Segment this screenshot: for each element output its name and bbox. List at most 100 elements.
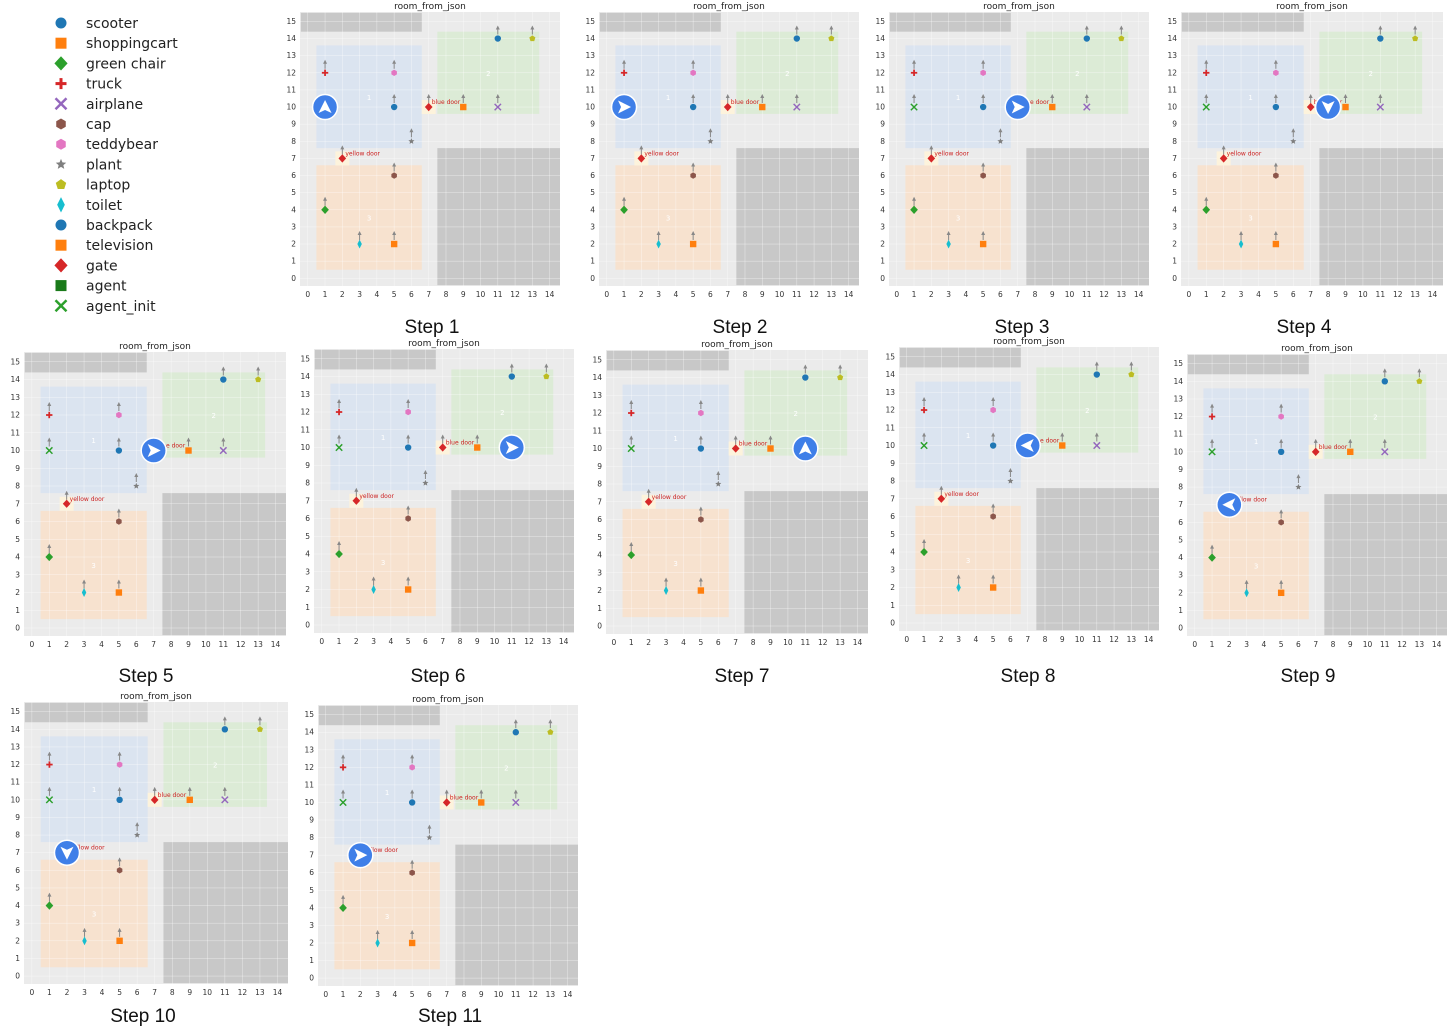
- object-arrow-icon: [64, 490, 69, 500]
- object-arrow-icon: [1094, 432, 1099, 442]
- object-arrow-icon: [1279, 579, 1284, 589]
- agent-direction-icon: [610, 93, 638, 121]
- y-tick-label: 2: [15, 588, 20, 597]
- x-tick-label: 12: [809, 290, 819, 299]
- object-toilet-marker: [1238, 239, 1244, 249]
- x-tick-label: 14: [844, 290, 854, 299]
- room-label: 1: [1248, 94, 1252, 102]
- y-tick-label: 0: [880, 274, 885, 283]
- legend-cap-marker: [56, 118, 66, 130]
- y-tick-label: 10: [585, 103, 595, 112]
- object-arrow-icon: [337, 434, 342, 444]
- object-toilet-marker: [81, 588, 87, 597]
- y-tick-label: 7: [309, 851, 314, 860]
- y-tick-label: 15: [10, 357, 20, 366]
- object-arrow-icon: [1343, 94, 1348, 104]
- object-arrow-icon: [698, 435, 703, 445]
- object-plant-marker: [426, 834, 433, 841]
- x-tick-label: 12: [818, 638, 828, 647]
- object-arrow-icon: [495, 25, 500, 35]
- y-tick-label: 12: [875, 68, 885, 77]
- object-laptop-marker: [529, 35, 536, 42]
- x-tick-label: 3: [946, 290, 951, 299]
- x-tick-label: 7: [440, 637, 445, 646]
- object-shoppingcart-marker: [979, 240, 987, 248]
- object-toilet-marker: [82, 936, 87, 946]
- room-label: 2: [212, 412, 216, 420]
- room-label: 1: [92, 786, 96, 794]
- object-shoppingcart-marker: [1272, 240, 1280, 248]
- object-arrow-icon: [323, 196, 328, 206]
- x-tick-label: 2: [340, 290, 345, 299]
- room-label: 2: [785, 70, 789, 78]
- object-arrow-icon: [1129, 361, 1134, 371]
- room-region: [451, 490, 574, 633]
- object-arrow-icon: [354, 487, 359, 497]
- x-tick-label: 8: [743, 290, 748, 299]
- object-arrow-icon: [639, 145, 644, 155]
- x-tick-label: 4: [973, 635, 978, 644]
- y-tick-label: 13: [1173, 394, 1183, 403]
- x-tick-label: 7: [426, 290, 431, 299]
- legend-item: green chair: [54, 56, 166, 72]
- object-arrow-icon: [513, 719, 518, 729]
- door-label: blue door: [450, 794, 479, 801]
- x-tick-label: 0: [29, 640, 34, 649]
- y-tick-label: 15: [592, 355, 602, 364]
- object-airplane-marker: [1093, 441, 1101, 450]
- plot-title: room_from_json: [394, 2, 466, 12]
- y-tick-label: 12: [1173, 412, 1183, 421]
- y-tick-label: 4: [890, 548, 895, 557]
- object-arrow-icon: [981, 94, 986, 104]
- object-arrow-icon: [716, 471, 721, 481]
- y-tick-label: 15: [300, 354, 310, 363]
- x-tick-label: 0: [30, 988, 35, 997]
- object-backpack-marker: [697, 445, 705, 452]
- x-tick-label: 8: [462, 990, 467, 999]
- x-tick-label: 1: [323, 290, 328, 299]
- x-tick-label: 5: [1279, 640, 1284, 649]
- legend-item: shoppingcart: [55, 36, 178, 52]
- room-region: [1197, 45, 1304, 149]
- door-label: blue door: [158, 792, 187, 799]
- object-scooter-marker: [1381, 378, 1389, 385]
- object-arrow-icon: [116, 508, 121, 518]
- room-label: 1: [381, 434, 385, 442]
- room-label: 1: [956, 94, 960, 102]
- object-arrow-icon: [1210, 403, 1215, 413]
- object-truck-marker: [1203, 69, 1210, 76]
- room-region: [889, 12, 1011, 32]
- y-tick-label: 9: [597, 462, 602, 471]
- y-tick-label: 13: [592, 391, 602, 400]
- x-tick-label: 3: [82, 640, 87, 649]
- legend-item: truck: [55, 77, 123, 93]
- x-tick-label: 0: [1192, 640, 1197, 649]
- object-plant-marker: [134, 831, 141, 838]
- object-arrow-icon: [1008, 468, 1013, 478]
- object-plant-marker: [1007, 477, 1014, 484]
- legend-label: truck: [86, 77, 123, 93]
- object-arrow-icon: [981, 231, 986, 241]
- x-tick-label: 10: [1363, 640, 1373, 649]
- y-tick-label: 1: [1172, 257, 1177, 266]
- object-shoppingcart-marker: [115, 589, 123, 596]
- x-tick-label: 9: [760, 290, 765, 299]
- object-arrow-icon: [337, 541, 342, 551]
- object-airplane-marker: [221, 796, 229, 804]
- x-tick-label: 6: [423, 637, 428, 646]
- x-tick-label: 1: [341, 990, 346, 999]
- object-scooter-marker: [1083, 35, 1091, 42]
- y-tick-label: 6: [890, 512, 895, 521]
- legend-item: cap: [56, 117, 111, 133]
- object-arrow-icon: [1204, 94, 1209, 104]
- object-television-marker: [767, 445, 774, 452]
- object-shoppingcart-marker: [1277, 589, 1285, 597]
- object-plant-marker: [408, 138, 415, 144]
- object-airplane-marker: [1376, 103, 1385, 111]
- agent-direction-icon: [1014, 432, 1041, 459]
- object-arrow-icon: [708, 128, 713, 138]
- y-tick-label: 9: [890, 459, 895, 468]
- y-tick-label: 3: [880, 222, 885, 231]
- door-label: yellow door: [359, 493, 394, 500]
- x-tick-label: 5: [691, 290, 696, 299]
